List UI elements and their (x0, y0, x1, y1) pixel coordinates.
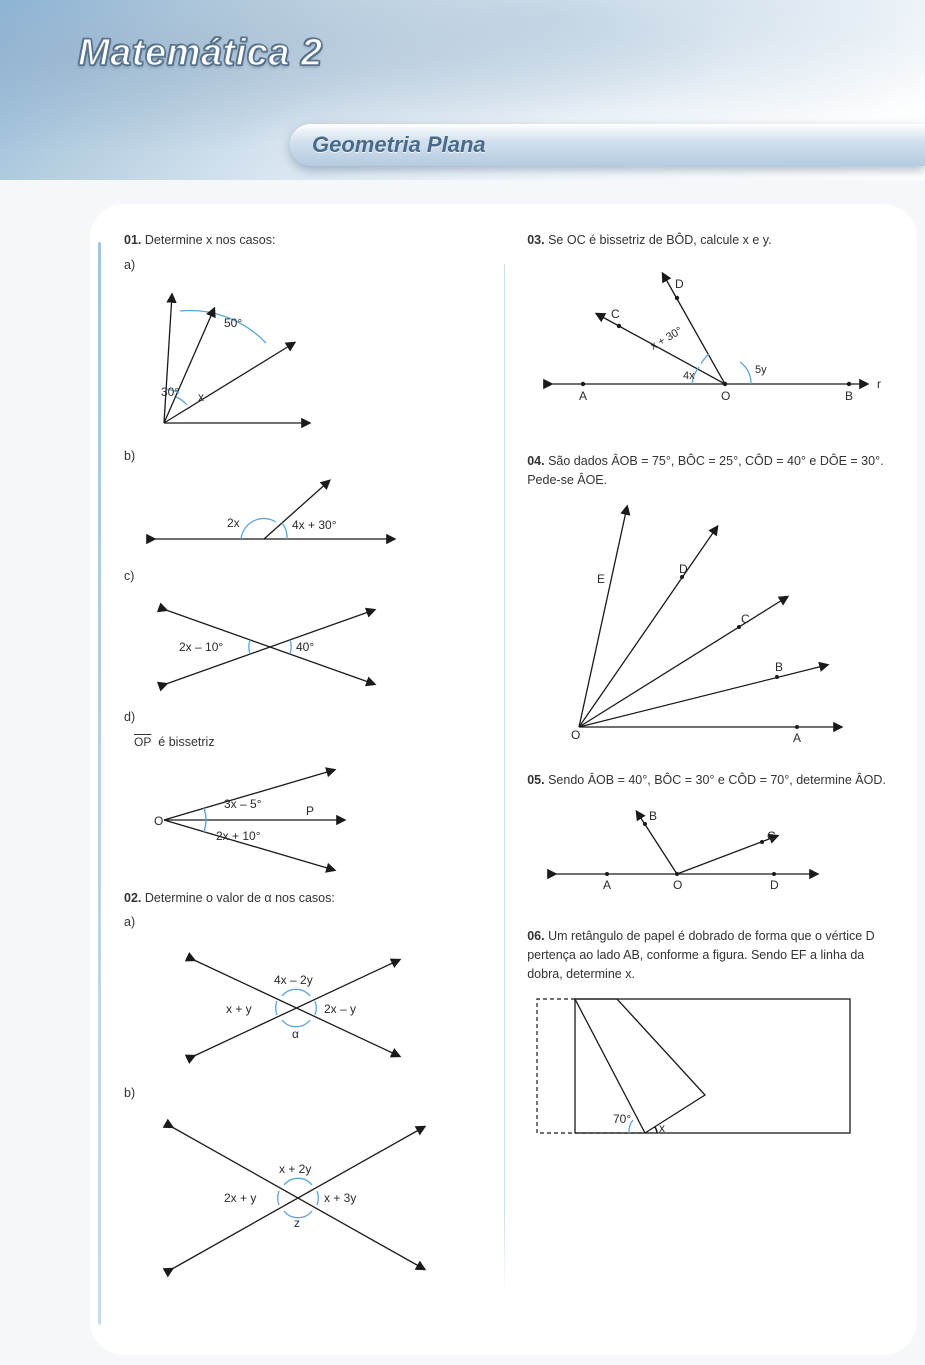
q1c-label: c) (124, 567, 488, 586)
q1-number: 01. (124, 233, 141, 247)
svg-text:O: O (673, 878, 682, 892)
figure-5: A O D B C (527, 796, 891, 901)
svg-text:D: D (675, 277, 684, 291)
q2a-label: a) (124, 913, 488, 932)
svg-text:C: C (611, 307, 620, 321)
q1d-note: OP é bissetriz (134, 733, 488, 752)
svg-text:2x + 10°: 2x + 10° (216, 829, 261, 843)
question-3: 03. Se OC é bissetriz de BÔD, calcule x … (527, 231, 891, 426)
svg-text:40°: 40° (296, 640, 314, 654)
section-subtitle: Geometria Plana (312, 132, 486, 158)
page-header: Matemática 2 Geometria Plana (0, 0, 925, 180)
q2-text: Determine o valor de α nos casos: (145, 891, 335, 905)
q2b-label: b) (124, 1084, 488, 1103)
q1a-label: a) (124, 256, 488, 275)
svg-text:D: D (770, 878, 779, 892)
svg-text:50°: 50° (224, 316, 242, 330)
column-right: 03. Se OC é bissetriz de BÔD, calcule x … (521, 228, 891, 1295)
figure-2a: 4x – 2y x + y 2x – y α (124, 938, 488, 1078)
svg-text:x + 30°: x + 30° (649, 325, 685, 353)
svg-text:4x: 4x (683, 370, 695, 382)
svg-text:4x + 30°: 4x + 30° (292, 518, 337, 532)
svg-text:2x: 2x (227, 516, 240, 530)
q4-prompt: 04. São dados ÂOB = 75°, BÔC = 25°, CÔD … (527, 452, 891, 490)
q2-number: 02. (124, 891, 141, 905)
svg-text:5y: 5y (755, 364, 767, 376)
svg-text:P: P (306, 804, 314, 818)
svg-text:4x – 2y: 4x – 2y (274, 973, 313, 987)
q3-number: 03. (527, 233, 544, 247)
svg-text:C: C (767, 829, 776, 843)
svg-text:30°: 30° (161, 385, 179, 399)
q6-number: 06. (527, 929, 544, 943)
q1-text: Determine x nos casos: (145, 233, 276, 247)
svg-text:3x – 5°: 3x – 5° (224, 797, 262, 811)
svg-text:z: z (294, 1216, 300, 1230)
svg-text:α: α (292, 1027, 299, 1041)
svg-text:O: O (571, 728, 580, 742)
q4-text: São dados ÂOB = 75°, BÔC = 25°, CÔD = 40… (527, 454, 883, 487)
svg-text:C: C (741, 612, 750, 626)
question-6: 06. Um retângulo de papel é dobrado de f… (527, 927, 891, 1149)
svg-text:2x – 10°: 2x – 10° (179, 640, 223, 654)
q5-number: 05. (527, 773, 544, 787)
question-4: 04. São dados ÂOB = 75°, BÔC = 25°, CÔD … (527, 452, 891, 746)
svg-text:D: D (679, 562, 688, 576)
svg-text:x + y: x + y (226, 1002, 252, 1016)
content-area: 01. Determine x nos casos: a) (90, 204, 917, 1355)
svg-text:70°: 70° (613, 1112, 631, 1126)
svg-text:x: x (198, 390, 204, 404)
question-2: 02. Determine o valor de α nos casos: a)… (124, 889, 488, 1289)
q6-prompt: 06. Um retângulo de papel é dobrado de f… (527, 927, 891, 983)
q3-text: Se OC é bissetriz de BÔD, calcule x e y. (548, 233, 771, 247)
figure-1a: 50° 30° x (124, 281, 488, 441)
q1d-label: d) (124, 708, 488, 727)
svg-text:B: B (775, 660, 783, 674)
svg-text:r: r (877, 377, 881, 391)
svg-text:O: O (721, 389, 730, 403)
figure-6: 70° x (527, 989, 891, 1149)
svg-text:A: A (603, 878, 611, 892)
figure-3: A O B r C D x + 30° 4x 5y (527, 256, 891, 426)
segment-OP: OP (134, 735, 151, 749)
svg-text:x + 2y: x + 2y (279, 1162, 311, 1176)
question-5: 05. Sendo ÂOB = 40°, BÔC = 30° e CÔD = 7… (527, 771, 891, 901)
q5-text: Sendo ÂOB = 40°, BÔC = 30° e CÔD = 70°, … (548, 773, 886, 787)
svg-text:E: E (597, 572, 605, 586)
q5-prompt: 05. Sendo ÂOB = 40°, BÔC = 30° e CÔD = 7… (527, 771, 891, 790)
subtitle-bar: Geometria Plana (290, 124, 925, 166)
figure-1c: 2x – 10° 40° (124, 592, 488, 702)
q6-text: Um retângulo de papel é dobrado de forma… (527, 929, 874, 981)
svg-text:B: B (649, 809, 657, 823)
q1b-label: b) (124, 447, 488, 466)
svg-text:B: B (845, 389, 853, 403)
page-title: Matemática 2 (78, 32, 323, 75)
q1-prompt: 01. Determine x nos casos: (124, 231, 488, 250)
two-columns: 01. Determine x nos casos: a) (118, 228, 891, 1295)
svg-text:A: A (793, 731, 801, 745)
svg-text:A: A (579, 389, 587, 403)
q3-prompt: 03. Se OC é bissetriz de BÔD, calcule x … (527, 231, 891, 250)
svg-text:2x – y: 2x – y (324, 1002, 356, 1016)
svg-text:x + 3y: x + 3y (324, 1191, 356, 1205)
column-divider (504, 264, 505, 1295)
figure-1d: OP é bissetriz O P 3x – 5° 2x + 10° (124, 733, 488, 883)
svg-text:O: O (154, 814, 163, 828)
question-1: 01. Determine x nos casos: a) (124, 231, 488, 883)
figure-1b: 2x 4x + 30° (124, 471, 488, 561)
svg-text:x: x (659, 1121, 665, 1135)
q2-prompt: 02. Determine o valor de α nos casos: (124, 889, 488, 908)
figure-2b: x + 2y 2x + y x + 3y z (124, 1109, 488, 1289)
q1d-bissetriz-text: é bissetriz (158, 735, 214, 749)
column-left: 01. Determine x nos casos: a) (118, 228, 488, 1295)
q4-number: 04. (527, 454, 544, 468)
svg-text:2x + y: 2x + y (224, 1191, 256, 1205)
figure-4: O A B C D E (527, 495, 891, 745)
